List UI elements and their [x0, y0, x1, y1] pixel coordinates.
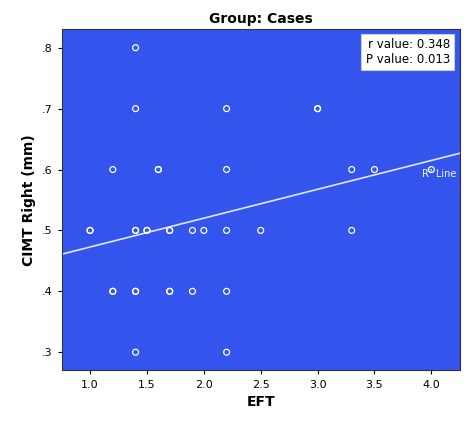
Point	[223, 105, 230, 112]
Point	[155, 166, 162, 173]
Point	[132, 349, 139, 356]
Point	[132, 44, 139, 51]
Point	[166, 227, 173, 234]
Point	[223, 288, 230, 295]
Point	[223, 349, 230, 356]
Point	[314, 105, 321, 112]
X-axis label: EFT: EFT	[246, 395, 275, 409]
Point	[132, 288, 139, 295]
Point	[348, 166, 356, 173]
Point	[189, 288, 196, 295]
Point	[143, 227, 151, 234]
Text: R² Line: R² Line	[422, 169, 456, 179]
Text: r value: 0.348
P value: 0.013: r value: 0.348 P value: 0.013	[365, 38, 450, 66]
Point	[371, 166, 378, 173]
Point	[223, 166, 230, 173]
Point	[132, 227, 139, 234]
Point	[348, 227, 356, 234]
Y-axis label: CIMT Right (mm): CIMT Right (mm)	[22, 134, 36, 266]
Point	[86, 227, 94, 234]
Point	[143, 227, 151, 234]
Point	[166, 288, 173, 295]
Point	[155, 166, 162, 173]
Point	[132, 227, 139, 234]
Point	[189, 227, 196, 234]
Title: Group: Cases: Group: Cases	[209, 11, 312, 26]
Point	[428, 166, 435, 173]
Point	[132, 105, 139, 112]
Point	[132, 288, 139, 295]
Point	[257, 227, 264, 234]
Point	[314, 105, 321, 112]
Point	[200, 227, 208, 234]
Point	[223, 227, 230, 234]
Point	[109, 288, 117, 295]
Point	[109, 288, 117, 295]
Point	[86, 227, 94, 234]
Point	[109, 166, 117, 173]
Point	[166, 288, 173, 295]
Point	[166, 227, 173, 234]
